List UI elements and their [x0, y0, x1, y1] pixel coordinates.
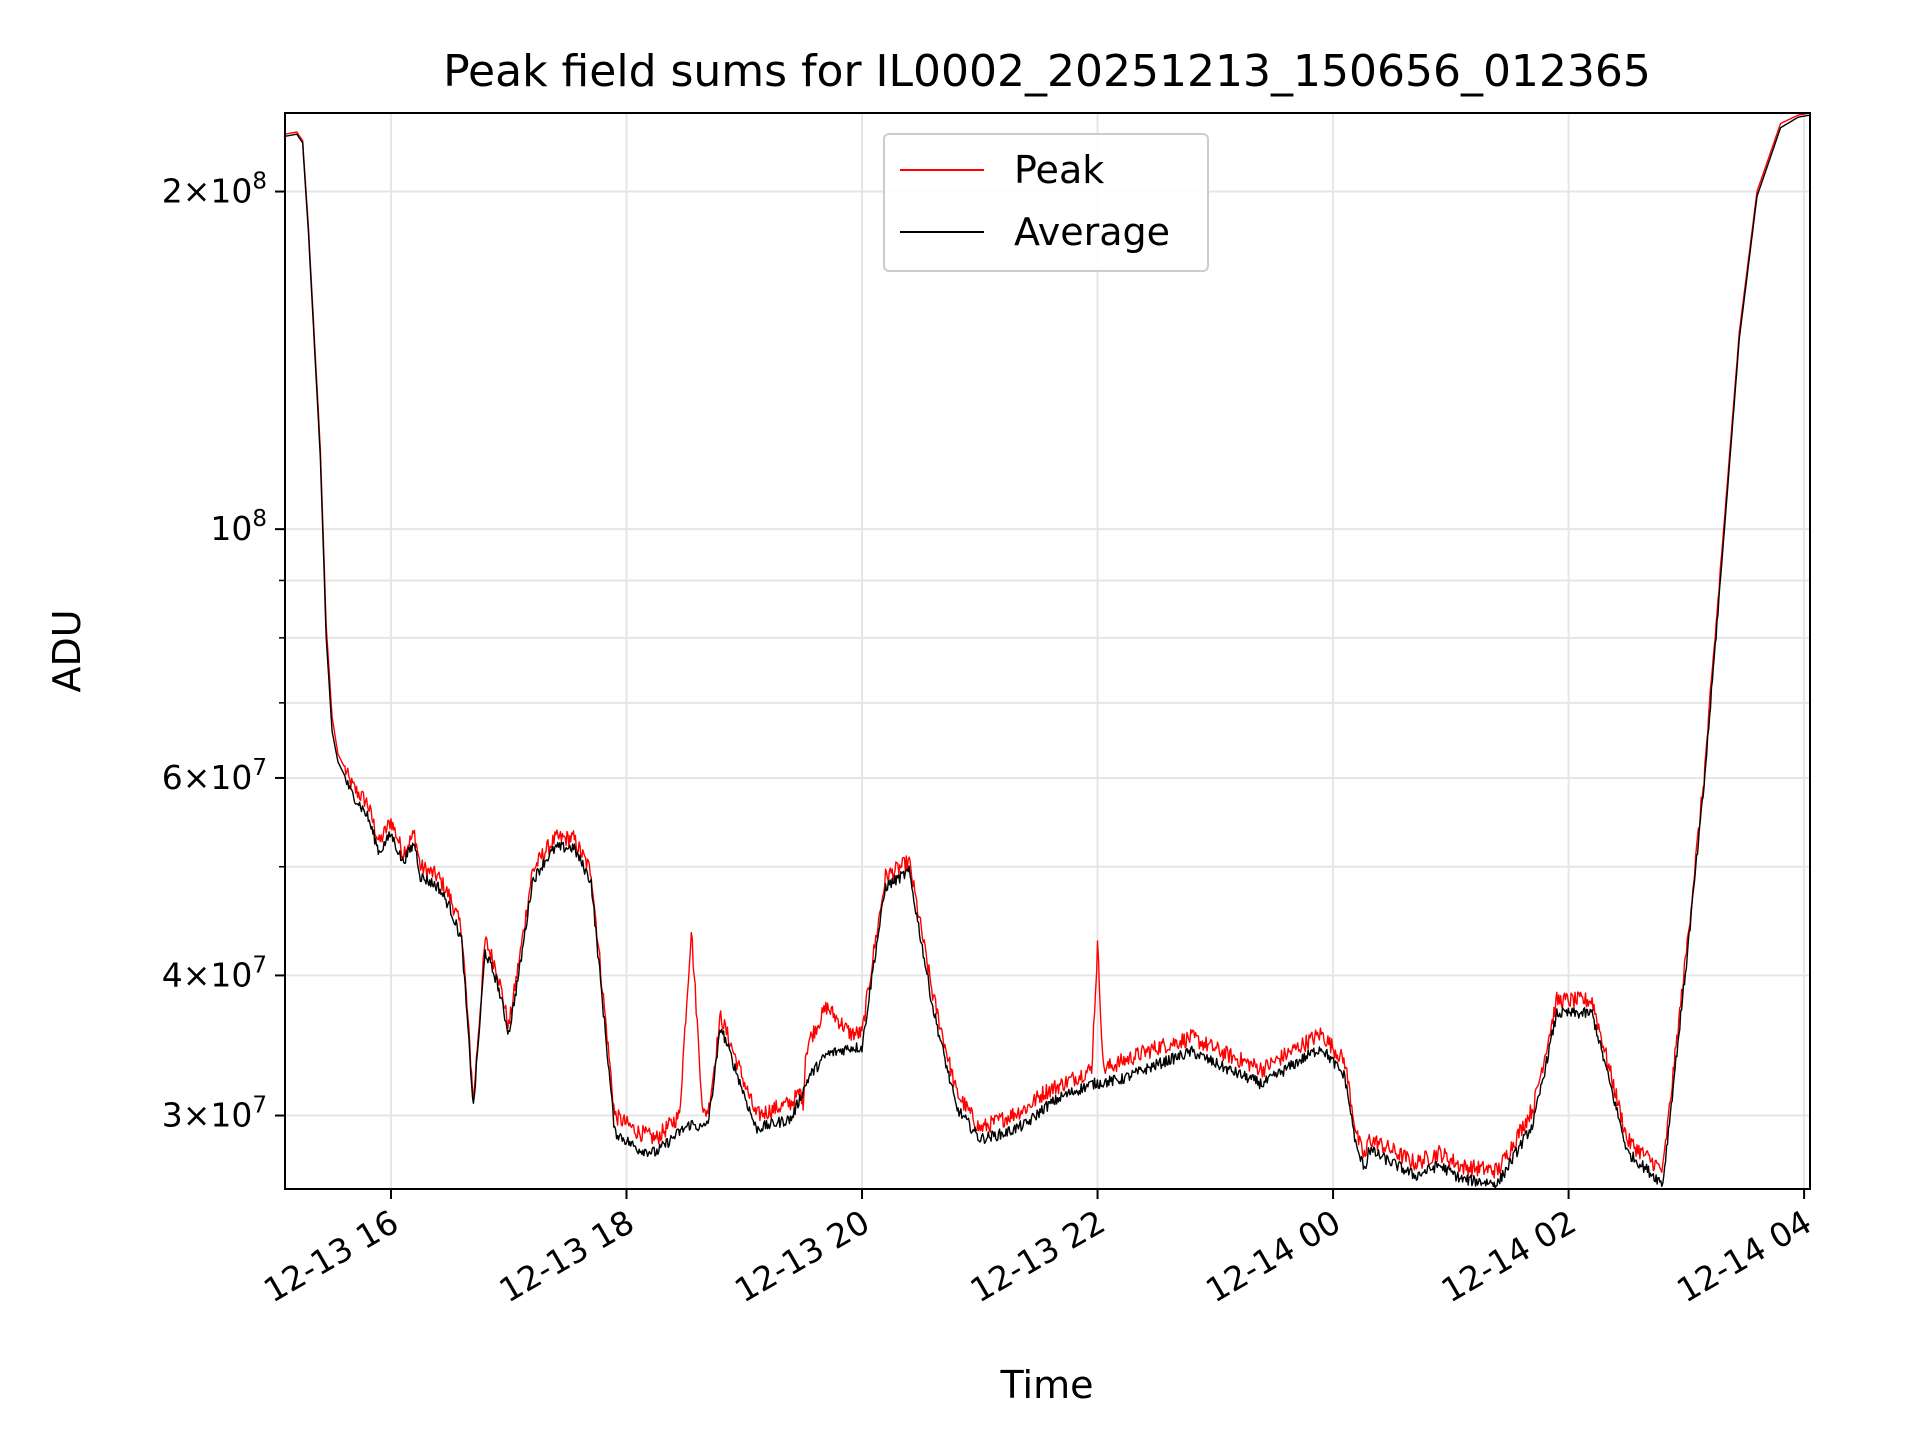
series-layer: [285, 113, 1810, 1189]
plot-frame: [284, 112, 1811, 1190]
y-tick-label: 108: [210, 506, 267, 548]
grid-layer: [285, 113, 1810, 1189]
series-peak-line: [285, 113, 1810, 1179]
legend-label-peak: Peak: [1014, 148, 1104, 192]
y-tick-label: 4×107: [162, 952, 267, 994]
legend: Peak Average: [883, 133, 1209, 272]
y-tick-label: 6×107: [162, 755, 267, 797]
chart-title: Peak field sums for IL0002_20251213_1506…: [443, 46, 1651, 97]
legend-label-average: Average: [1014, 210, 1170, 254]
x-axis-label: Time: [1000, 1363, 1094, 1407]
y-tick-label: 3×107: [162, 1093, 267, 1135]
y-tick-label: 2×108: [162, 169, 267, 211]
y-axis-label: ADU: [45, 609, 89, 692]
series-average-line: [285, 114, 1810, 1189]
legend-box: [883, 133, 1209, 272]
